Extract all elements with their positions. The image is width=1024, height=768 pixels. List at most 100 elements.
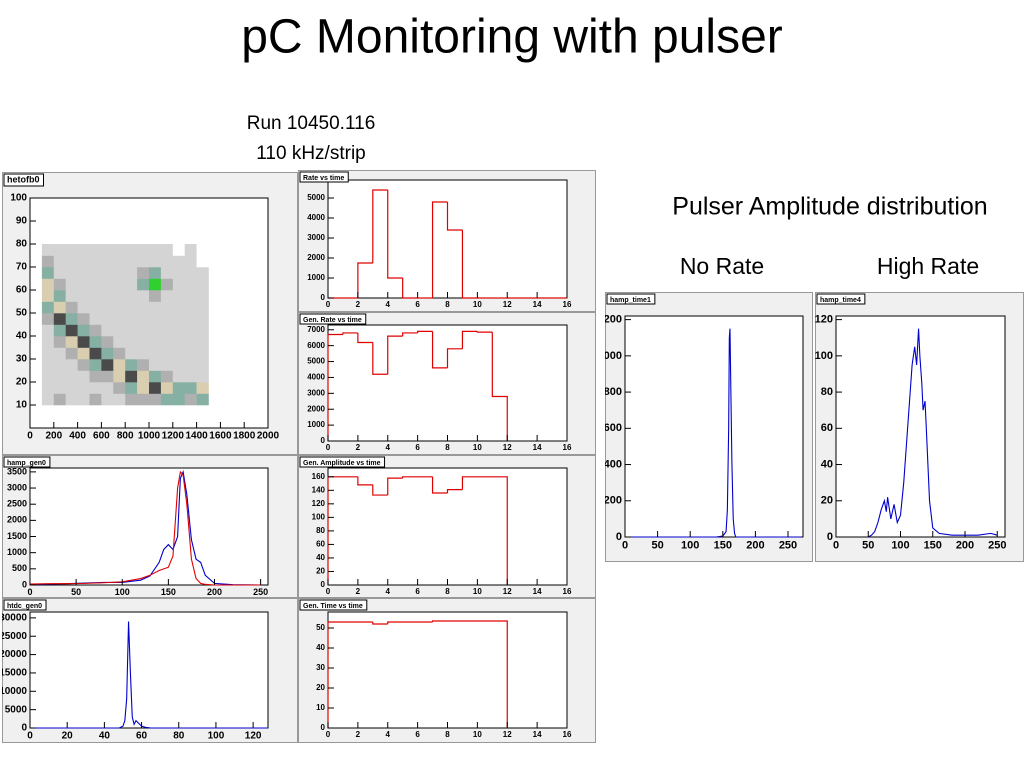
heatmap-cell bbox=[160, 267, 174, 279]
x-tick-label: 2 bbox=[356, 587, 361, 596]
y-tick-label: 200 bbox=[604, 495, 622, 507]
x-tick-label: 250 bbox=[779, 540, 797, 552]
plot-label: hetofb0 bbox=[7, 174, 40, 184]
heatmap-cell bbox=[137, 347, 150, 360]
x-tick-label: 1200 bbox=[162, 431, 185, 442]
heatmap-cell bbox=[77, 336, 90, 348]
x-tick-label: 200 bbox=[45, 431, 62, 442]
column-label: High Rate bbox=[877, 253, 979, 279]
y-tick-label: 80 bbox=[821, 386, 833, 398]
plot-panel: 0 5000 10000 15000 20000 25000 30000 0 20 40 60 80 1… bbox=[0, 598, 298, 743]
heatmap-cell bbox=[77, 370, 90, 383]
heatmap-cell bbox=[77, 267, 90, 279]
y-tick-label: 1000 bbox=[307, 420, 325, 429]
y-tick-label: 60 bbox=[16, 285, 28, 296]
x-tick-label: 0 bbox=[326, 443, 331, 452]
plot-label: htdc_gen0 bbox=[7, 603, 42, 610]
heatmap-cell bbox=[41, 244, 55, 256]
plot-label-box bbox=[299, 313, 367, 325]
y-tick-label: 20 bbox=[316, 683, 325, 692]
heatmap-cell bbox=[41, 255, 55, 268]
x-tick-label: 40 bbox=[99, 731, 111, 742]
y-tick-label: 80 bbox=[316, 526, 325, 535]
y-tick-label: 2000 bbox=[7, 515, 27, 525]
y-tick-label: 80 bbox=[16, 239, 28, 250]
plot-panel: 0 200 400 600 800 1000 1200 0 50 100 150 200 250 hamp… bbox=[598, 292, 813, 562]
heatmap-cell bbox=[101, 370, 114, 383]
x-tick-label: 10 bbox=[473, 730, 482, 739]
x-tick-label: 6 bbox=[415, 443, 420, 452]
x-tick-label: 150 bbox=[924, 540, 942, 552]
heatmap-cell bbox=[149, 393, 162, 406]
heatmap-cell bbox=[113, 301, 126, 314]
heatmap-cell bbox=[149, 336, 162, 348]
heatmap-cell bbox=[89, 336, 102, 348]
y-tick-label: 0 bbox=[321, 293, 326, 302]
heatmap-cell bbox=[101, 324, 114, 337]
heatmap-cell bbox=[149, 347, 162, 360]
plot-frame bbox=[327, 324, 568, 442]
histogram-bin bbox=[402, 278, 418, 299]
heatmap-cell bbox=[77, 278, 90, 291]
histogram-bin bbox=[327, 333, 343, 441]
heatmap-cell bbox=[113, 244, 126, 256]
histogram-bin bbox=[446, 489, 463, 494]
heatmap-cell bbox=[53, 382, 66, 394]
plot-label-box bbox=[3, 599, 47, 611]
plot-label-box bbox=[3, 456, 51, 468]
rate-label: 110 kHz/strip bbox=[256, 143, 365, 164]
heatmap-cell bbox=[101, 244, 114, 256]
plot-panel: 0 1000 2000 3000 4000 5000 6000 7000 0 2 4 6 8 10 12 14… bbox=[298, 312, 596, 455]
x-tick-label: 100 bbox=[681, 540, 699, 552]
heatmap-cell bbox=[41, 393, 55, 406]
y-tick-label: 7000 bbox=[307, 325, 325, 334]
heatmap-cell bbox=[137, 255, 150, 268]
heatmap-cell bbox=[41, 278, 55, 291]
heatmap-cell bbox=[125, 393, 138, 406]
plot-panel: 0 10 20 30 40 50 0 2 4 6 8 10 12 14 16 Gen. Time vs tim… bbox=[298, 598, 596, 743]
histogram-bin bbox=[431, 620, 508, 728]
heatmap-cell bbox=[160, 290, 174, 302]
plot-frame bbox=[29, 611, 269, 729]
histogram-bin bbox=[431, 201, 448, 298]
y-tick-label: 1000 bbox=[598, 350, 622, 362]
y-tick-label: 2000 bbox=[307, 253, 325, 262]
heatmap-cell bbox=[89, 244, 102, 256]
x-tick-label: 14 bbox=[533, 730, 542, 739]
y-tick-label: 3500 bbox=[7, 466, 27, 476]
plot-frame bbox=[835, 315, 1006, 538]
data-line bbox=[625, 328, 802, 538]
heatmap-cell bbox=[53, 324, 66, 337]
y-tick-label: 15000 bbox=[0, 668, 27, 679]
heatmap-cell bbox=[149, 255, 162, 268]
heatmap-cell bbox=[65, 301, 78, 314]
heatmap-cell bbox=[101, 290, 114, 302]
heatmap-cell bbox=[41, 267, 55, 279]
x-tick-label: 1400 bbox=[185, 431, 208, 442]
histogram-bin bbox=[446, 348, 463, 368]
data-line bbox=[30, 621, 268, 729]
x-tick-label: 6 bbox=[415, 587, 420, 596]
heatmap-cell bbox=[137, 244, 150, 256]
heatmap-cell bbox=[196, 255, 209, 268]
x-tick-label: 4 bbox=[386, 443, 391, 452]
y-tick-label: 2000 bbox=[307, 404, 325, 413]
heatmap-cell bbox=[196, 393, 209, 406]
heatmap-cell bbox=[172, 382, 185, 394]
x-tick-label: 10 bbox=[473, 587, 482, 596]
histogram-bin bbox=[461, 330, 478, 349]
heatmap-cell bbox=[160, 393, 174, 406]
heatmap-cell bbox=[101, 267, 114, 279]
heatmap-cell bbox=[160, 301, 174, 314]
histogram-bin bbox=[417, 330, 433, 333]
y-tick-label: 2500 bbox=[7, 499, 27, 509]
heatmap-cell bbox=[65, 336, 78, 348]
plot-label-box bbox=[606, 293, 656, 305]
heatmap-cell bbox=[125, 255, 138, 268]
heatmap-cell bbox=[137, 301, 150, 314]
heatmap-cell bbox=[113, 336, 126, 348]
x-tick-label: 100 bbox=[208, 731, 225, 742]
x-tick-label: 0 bbox=[833, 540, 839, 552]
heatmap-cell bbox=[172, 255, 185, 268]
y-tick-label: 6000 bbox=[307, 341, 325, 350]
